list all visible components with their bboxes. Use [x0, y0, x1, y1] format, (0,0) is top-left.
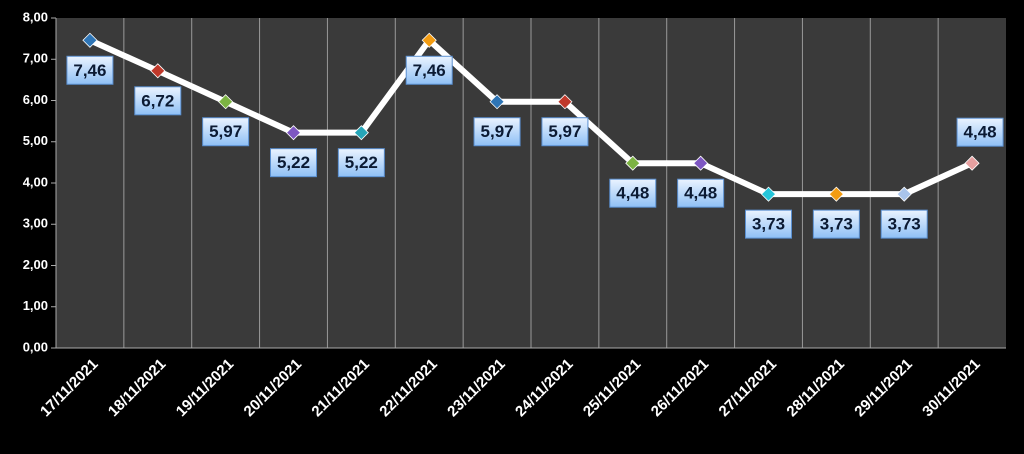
- y-tick-label: 4,00: [23, 174, 48, 189]
- data-label: 7,46: [413, 61, 446, 80]
- y-tick-label: 1,00: [23, 298, 48, 313]
- line: [88, 37, 974, 198]
- data-label: 7,46: [73, 61, 106, 80]
- x-tick-label: 24/11/2021: [512, 356, 577, 421]
- data-label-box: [134, 86, 182, 116]
- x-tick-label: 25/11/2021: [580, 356, 645, 421]
- x-tick-label: 19/11/2021: [173, 356, 238, 421]
- data-label: 4,48: [964, 123, 997, 142]
- marker: [964, 155, 980, 171]
- data-label-box: [745, 209, 792, 239]
- x-tick-label: 18/11/2021: [105, 356, 170, 421]
- marker: [353, 125, 369, 141]
- y-tick-label: 5,00: [23, 133, 48, 148]
- data-label: 5,97: [209, 122, 242, 141]
- y-tick-label: 3,00: [23, 216, 48, 231]
- marker: [557, 94, 573, 110]
- marker: [218, 94, 234, 110]
- marker: [625, 155, 641, 171]
- data-label-box: [609, 178, 657, 208]
- data-label: 6,72: [141, 91, 174, 110]
- marker: [896, 186, 912, 202]
- data-label: 5,97: [548, 122, 581, 141]
- marker: [760, 186, 777, 202]
- marker: [828, 186, 844, 202]
- marker: [82, 32, 98, 48]
- data-label: 3,73: [752, 215, 785, 234]
- data-label-box: [202, 117, 250, 147]
- data-label: 4,48: [684, 184, 717, 203]
- data-label: 5,97: [481, 122, 514, 141]
- data-label-box: [956, 117, 1004, 147]
- x-tick-label: 27/11/2021: [716, 356, 781, 421]
- data-label: 5,22: [345, 153, 378, 172]
- y-tick-label: 7,00: [23, 51, 48, 66]
- data-label-box: [677, 178, 725, 208]
- data-label-box: [270, 148, 317, 178]
- x-tick-label: 22/11/2021: [376, 356, 441, 421]
- x-tick-label: 28/11/2021: [783, 356, 848, 421]
- x-tick-label: 21/11/2021: [308, 356, 373, 421]
- data-label-box: [541, 117, 589, 147]
- x-tick-label: 26/11/2021: [648, 356, 713, 421]
- y-tick-label: 0,00: [23, 339, 48, 354]
- marker: [693, 155, 709, 171]
- marker: [421, 32, 437, 48]
- x-tick-label: 29/11/2021: [851, 356, 916, 421]
- data-label: 3,73: [820, 215, 853, 234]
- data-label: 4,48: [616, 184, 649, 203]
- data-label-box: [473, 117, 521, 147]
- data-label-box: [66, 55, 114, 85]
- marker: [285, 125, 302, 141]
- data-label-box: [880, 209, 928, 239]
- x-tick-label: 30/11/2021: [919, 356, 984, 421]
- data-label-box: [405, 55, 453, 85]
- data-label-box: [337, 148, 385, 178]
- marker: [489, 94, 505, 110]
- x-tick-label: 20/11/2021: [241, 356, 306, 421]
- x-tick-label: 23/11/2021: [444, 356, 509, 421]
- y-tick-label: 2,00: [23, 257, 48, 272]
- data-label: 5,22: [277, 153, 310, 172]
- x-tick-label: 17/11/2021: [37, 356, 102, 421]
- marker: [150, 63, 166, 79]
- y-tick-label: 6,00: [23, 92, 48, 107]
- y-tick-label: 8,00: [23, 9, 48, 24]
- data-label: 3,73: [888, 215, 921, 234]
- data-label-box: [812, 209, 860, 239]
